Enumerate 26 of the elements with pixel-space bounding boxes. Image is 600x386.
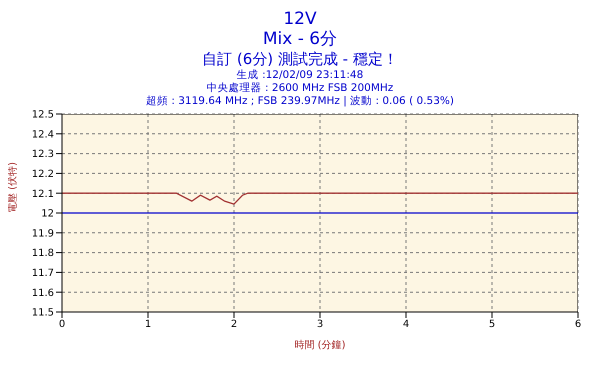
y-tick-label: 11.7 xyxy=(32,268,54,279)
line-series xyxy=(62,192,578,205)
y-tick-label: 11.9 xyxy=(32,228,54,240)
x-tick-label: 6 xyxy=(574,319,582,330)
x-axis-title: 時間 (分鐘) xyxy=(294,339,346,351)
text: 自訂 (6分) 測試完成 - 穩定！ xyxy=(201,49,399,69)
y-tick-label: 11.5 xyxy=(32,308,54,319)
y-tick-label: 11.8 xyxy=(32,248,54,260)
x-tick-label: 2 xyxy=(230,319,238,330)
y-tick-label: 12.3 xyxy=(32,149,54,160)
y-tick-label: 11.6 xyxy=(32,288,54,299)
x-tick-label: 0 xyxy=(58,319,66,330)
text: 生成 :12/02/09 23:11:48 xyxy=(236,69,364,82)
y-tick-label: 12.1 xyxy=(32,188,54,200)
y-tick-label: 12.5 xyxy=(32,110,54,121)
text: 中央處理器 : 2600 MHz FSB 200MHz xyxy=(206,82,394,95)
x-tick-label: 1 xyxy=(144,319,152,330)
x-tick-label: 4 xyxy=(402,319,410,330)
y-tick-label: 12.2 xyxy=(32,168,54,180)
chart-subtitle: Mix - 6分 xyxy=(262,29,338,49)
y-tick-label: 12 xyxy=(41,208,54,220)
x-tick-label: 5 xyxy=(488,319,496,330)
x-tick-label: 3 xyxy=(316,319,324,330)
chart-title: 12V xyxy=(282,9,318,29)
text: 超頻 : 3119.64 MHz ; FSB 239.97MHz | 波動 : 0.06 ( 0.53%) xyxy=(145,95,455,108)
y-tick-label: 12.4 xyxy=(32,129,54,140)
